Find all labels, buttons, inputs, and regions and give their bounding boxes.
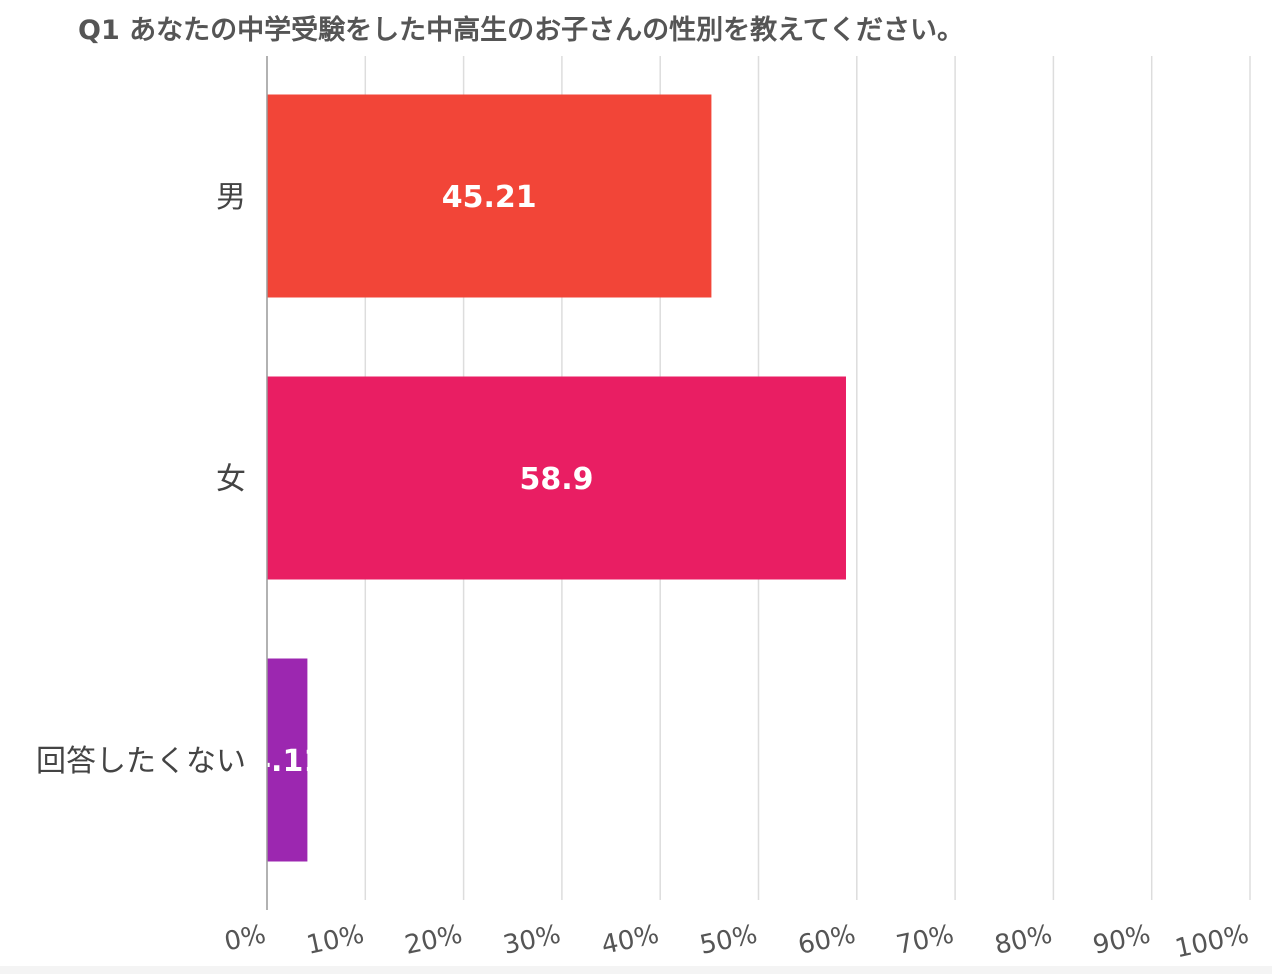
- x-tick-label-20: 20%: [402, 920, 465, 961]
- data-label-2: 4.11: [250, 744, 324, 779]
- x-tick-label-30: 30%: [501, 920, 564, 961]
- data-label-1: 58.9: [519, 462, 593, 497]
- bar-0: [267, 94, 712, 298]
- category-label-2: 回答したくない: [36, 744, 246, 779]
- x-tick-label-60: 60%: [795, 920, 858, 961]
- x-tick-label-90: 90%: [1090, 920, 1153, 961]
- x-tick-label-10: 10%: [304, 920, 367, 961]
- x-tick-label-50: 50%: [697, 920, 760, 961]
- x-tick-label-70: 70%: [894, 920, 957, 961]
- data-label-0: 45.21: [442, 180, 537, 215]
- bar-1: [267, 376, 846, 580]
- category-label-0: 男: [216, 180, 246, 215]
- footer-strip: [0, 966, 1272, 974]
- chart-title: Q1 あなたの中学受験をした中高生のお子さんの性別を教えてください。: [78, 15, 964, 46]
- bar-2: [267, 658, 308, 862]
- x-tick-label-40: 40%: [599, 920, 662, 961]
- x-tick-label-80: 80%: [992, 920, 1055, 961]
- x-tick-label-0: 0%: [222, 920, 269, 958]
- x-tick-label-100: 100%: [1172, 920, 1251, 965]
- category-label-1: 女: [216, 462, 246, 497]
